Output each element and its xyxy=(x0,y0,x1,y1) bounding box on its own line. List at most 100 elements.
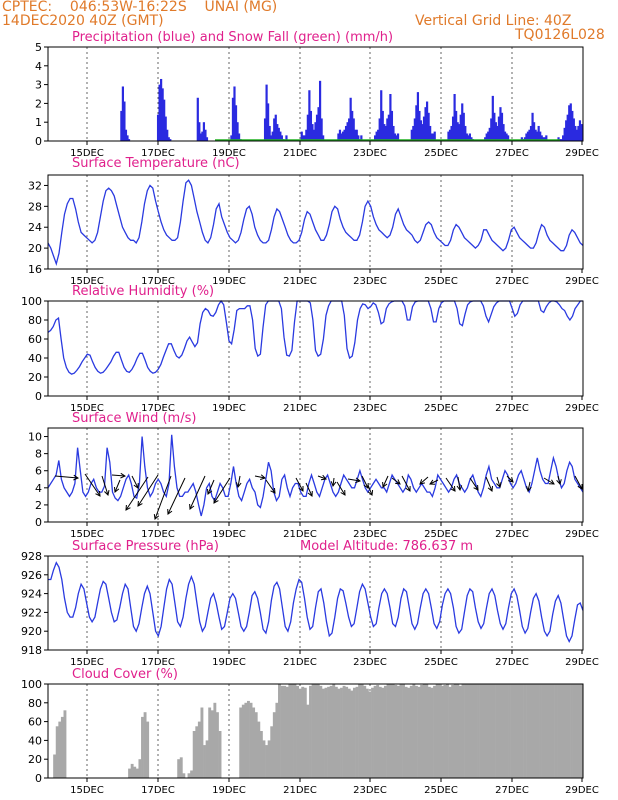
precip-bar xyxy=(279,131,282,141)
cloud-bar xyxy=(345,686,349,778)
cloud-bar xyxy=(564,684,568,778)
panel-title: Surface Temperature (nC) xyxy=(72,156,240,171)
wind-arrowhead xyxy=(125,504,131,511)
precip-bar xyxy=(351,110,354,141)
cloud-bar xyxy=(541,684,545,778)
precip-bar xyxy=(343,129,346,141)
model-altitude: Model Altitude: 786.637 m xyxy=(300,539,473,554)
precip-bar xyxy=(322,135,325,141)
y-tick-label: 926 xyxy=(21,569,42,582)
cloud-bar xyxy=(197,721,201,778)
precip-bar xyxy=(386,118,389,141)
cloud-bar xyxy=(515,684,519,778)
precip-bar xyxy=(302,135,305,141)
cloud-bar xyxy=(409,685,413,778)
precip-bar xyxy=(320,118,323,141)
cloud-bar xyxy=(213,702,217,778)
cloud-bar xyxy=(205,740,209,778)
cloud-bar xyxy=(340,687,343,778)
wind-arrowhead xyxy=(450,485,456,492)
precip-bar xyxy=(318,80,322,141)
cloud-bar xyxy=(265,745,268,778)
x-tick-label: 23DEC xyxy=(353,529,387,540)
cloud-bar xyxy=(544,684,548,778)
wind-arrowhead xyxy=(307,490,313,497)
cloud-bar xyxy=(526,684,530,778)
precip-bar xyxy=(421,124,424,141)
cloud-bar xyxy=(492,684,496,778)
cloud-bar xyxy=(347,688,351,778)
panel-frame xyxy=(47,174,584,270)
y-tick-label: 16 xyxy=(28,263,42,276)
wind-arrowhead xyxy=(235,482,242,489)
cloud-bar xyxy=(438,684,442,778)
cloud-bar xyxy=(402,684,405,778)
wind-vector xyxy=(207,479,215,495)
precip-bar xyxy=(392,125,395,141)
panel-frame xyxy=(47,683,584,779)
precip-bar xyxy=(490,118,493,141)
y-tick-label: 2 xyxy=(35,97,42,110)
cloud-bar xyxy=(376,684,380,778)
cloud-bar xyxy=(278,684,281,778)
precip-bar xyxy=(487,131,490,141)
precip-bar xyxy=(280,135,283,141)
cloud-bar xyxy=(208,707,212,778)
cloud-bar xyxy=(474,684,478,778)
x-tick-label: 29DEC xyxy=(565,148,599,159)
cloud-bar xyxy=(179,757,183,778)
panel-title: Precipitation (blue) and Snow Fall (gree… xyxy=(72,30,393,45)
precip-bar xyxy=(560,139,563,141)
series-line xyxy=(47,179,584,267)
x-tick-label: 23DEC xyxy=(353,657,387,668)
cloud-bar xyxy=(306,704,310,778)
wind-arrowhead xyxy=(120,472,127,479)
cloud-bar xyxy=(259,731,263,778)
cloud-bar xyxy=(383,685,387,778)
cloud-bar xyxy=(549,684,553,778)
x-tick-label: 27DEC xyxy=(495,148,529,159)
precip-bar xyxy=(410,129,413,141)
cloud-bar xyxy=(562,684,566,778)
x-tick-label: 15DEC xyxy=(70,403,104,414)
precip-bar xyxy=(315,114,319,141)
precip-bar xyxy=(126,135,129,141)
wind-vector xyxy=(295,477,304,492)
panel-1: Surface Temperature (nC) 16 20 24 28 32 15DEC 1… xyxy=(28,156,599,287)
wind-arrowhead xyxy=(367,489,374,496)
precip-bar xyxy=(562,135,565,141)
precip-bar xyxy=(202,122,206,141)
precip-bar xyxy=(574,125,577,141)
y-tick-label: 20 xyxy=(28,753,42,766)
precip-bar xyxy=(502,124,505,141)
cloud-bar xyxy=(495,684,499,778)
precip-bar xyxy=(380,90,383,141)
precip-bar xyxy=(507,135,510,141)
y-tick-label: 922 xyxy=(21,606,42,619)
wind-vector xyxy=(54,475,79,479)
panel-title: Surface Pressure (hPa) xyxy=(72,539,219,554)
precip-bar xyxy=(539,131,542,141)
wind-arrowhead xyxy=(487,485,493,492)
precip-bar xyxy=(534,129,537,141)
precip-bar xyxy=(387,114,390,141)
precip-bar xyxy=(234,105,238,141)
precip-bar xyxy=(557,137,560,141)
wind-arrowhead xyxy=(167,508,173,515)
cloud-bar xyxy=(254,712,258,778)
precip-bar xyxy=(360,135,363,141)
precip-bar xyxy=(558,139,562,141)
cloud-bar xyxy=(412,684,416,778)
precip-bar xyxy=(120,110,123,141)
precip-bar xyxy=(520,137,523,141)
precip-bar xyxy=(499,107,502,141)
cloud-bar xyxy=(500,684,504,778)
y-tick-label: 2 xyxy=(35,499,42,512)
x-tick-label: 27DEC xyxy=(495,276,529,287)
precip-bar xyxy=(277,127,280,141)
wind-vector xyxy=(419,476,429,485)
precip-bar xyxy=(344,125,348,141)
cloud-bar xyxy=(128,768,132,778)
